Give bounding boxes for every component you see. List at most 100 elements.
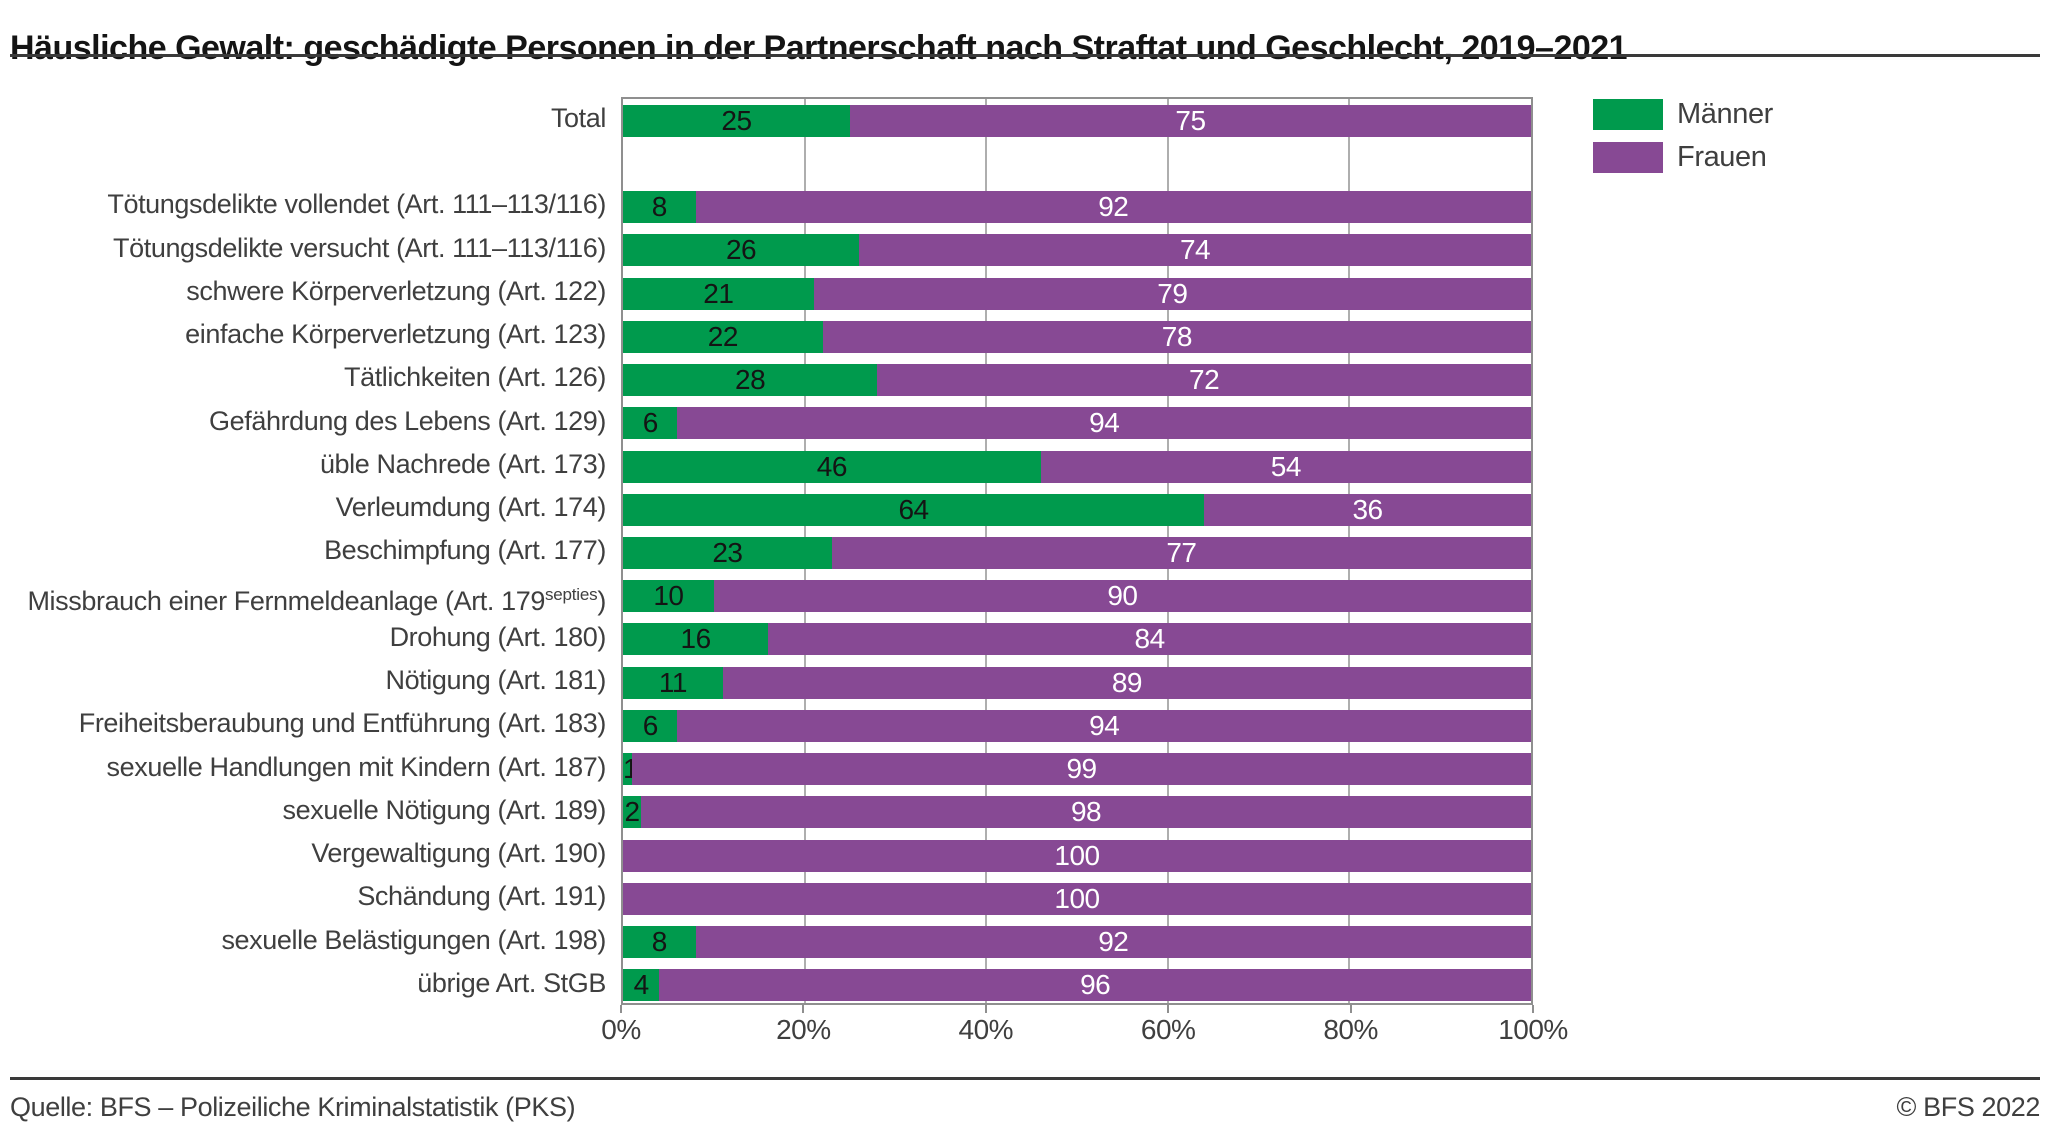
bar-segment-frauen [822,320,1531,353]
bar-segment-frauen [659,969,1531,1002]
value-label-frauen: 96 [1080,969,1111,1001]
category-label: sexuelle Nötigung (Art. 189) [282,794,607,825]
bar-row: 16 84 [623,623,1531,656]
x-tick-mark [1167,1005,1170,1013]
bar-segment-frauen [623,839,1531,872]
value-label-maenner: 11 [658,666,688,698]
bar-segment-frauen [713,580,1531,613]
bar-segment-maenner [623,709,678,742]
bar-row: 1 99 [623,753,1531,786]
value-label-maenner: 6 [642,709,659,741]
category-label: schwere Körperverletzung (Art. 122) [186,275,606,306]
bar-segment-maenner [623,191,696,224]
category-label: Drohung (Art. 180) [389,621,607,652]
value-label-frauen: 100 [1054,882,1100,914]
bar-row: 11 89 [623,666,1531,699]
bar-segment-frauen [768,623,1531,656]
bar-segment-frauen [623,882,1531,915]
bar-segment-maenner [623,623,769,656]
value-label-frauen: 79 [1157,277,1188,309]
bar-segment-frauen [677,709,1531,742]
bar-segment-maenner [623,407,678,440]
value-label-maenner: 46 [816,450,848,482]
value-label-frauen: 36 [1352,493,1383,525]
category-label: Tötungsdelikte versucht (Art. 111–113/11… [113,232,606,263]
bar-segment-frauen [695,926,1531,959]
value-label-frauen: 98 [1070,796,1102,828]
bar-row: 26 74 [623,234,1531,267]
bar-segment-frauen [1040,450,1531,483]
bar-row: 22 78 [623,320,1531,353]
bar-row: 6 94 [623,407,1531,440]
x-tick-mark [1532,1005,1534,1013]
value-label-frauen: 92 [1098,926,1129,958]
bar-segment-maenner [623,104,850,137]
x-tick-label: 80% [1323,1014,1378,1045]
x-tick-label: 40% [958,1014,1014,1045]
bar-segment-frauen [831,537,1531,569]
category-label: Vergewaltigung (Art. 190) [311,838,606,869]
bar-row: 23 77 [623,537,1531,569]
value-label-frauen: 92 [1098,191,1129,223]
bar-segment-maenner [623,969,660,1002]
x-tick-label: 0% [601,1014,641,1045]
x-tick-label: 100% [1498,1014,1568,1045]
category-label: sexuelle Belästigungen (Art. 198) [221,924,606,955]
category-label: Gefährdung des Lebens (Art. 129) [209,405,606,436]
maenner-legend-swatch [1593,99,1663,130]
value-label-maenner: 1 [623,753,639,785]
value-label-maenner: 16 [680,623,712,655]
x-tick-label: 20% [776,1014,831,1045]
value-label-maenner: 8 [651,191,668,223]
value-label-maenner: 23 [712,537,743,568]
bar-row: 10 90 [623,580,1531,613]
category-label: sexuelle Handlungen mit Kindern (Art. 18… [106,751,607,782]
bar-row: 21 79 [623,277,1531,310]
value-label-frauen: 74 [1179,234,1211,266]
category-label: Tätlichkeiten (Art. 126) [343,362,606,393]
value-label-maenner: 2 [624,796,641,828]
plot-area: 25 75 8 92 26 74 21 79 22 78 28 72 6 94 46 54 64 36 23 77 10… [621,97,1533,1005]
category-label: Missbrauch einer Fernmeldeanlage (Art. 1… [27,584,606,616]
value-label-frauen: 99 [1066,753,1097,785]
bar-segment-maenner [623,580,714,613]
category-label: Schändung (Art. 191) [357,881,606,912]
bar-segment-maenner [623,493,1205,526]
value-label-frauen: 100 [1054,839,1100,871]
bar-row: 64 36 [623,493,1531,526]
bar-segment-frauen [877,364,1531,397]
copyright-note: © BFS 2022 [1896,1092,2041,1122]
frauen-legend-label: Frauen [1677,141,1767,173]
value-label-maenner: 25 [721,104,752,136]
category-label: Beschimpfung (Art. 177) [324,535,606,566]
bar-segment-maenner [623,234,860,267]
bar-row: 25 75 [623,104,1531,137]
bar-row: 2 98 [623,796,1531,829]
value-label-frauen: 84 [1134,623,1166,655]
category-label: Verleumdung (Art. 174) [335,492,607,523]
source-note: Quelle: BFS – Polizeiliche Kriminalstati… [10,1092,576,1122]
bar-segment-maenner [623,796,642,829]
frauen-legend-swatch [1593,142,1663,173]
bar-row: 28 72 [623,364,1531,397]
value-label-frauen: 72 [1189,364,1220,396]
value-label-maenner: 22 [707,320,739,352]
bar-segment-maenner [623,926,696,959]
value-label-maenner: 21 [703,277,734,309]
bar-row: 100 [623,839,1531,872]
bar-segment-maenner [623,666,723,699]
footer-divider [10,1077,2040,1080]
value-label-maenner: 10 [653,580,684,612]
value-label-maenner: 8 [651,926,668,958]
bar-segment-maenner [623,537,832,569]
value-label-maenner: 28 [735,364,766,396]
bar-segment-maenner [623,364,878,397]
bar-segment-frauen [850,104,1531,137]
category-label: Total [550,103,606,133]
bar-segment-frauen [677,407,1531,440]
value-label-frauen: 54 [1270,450,1302,482]
chart-title: Häusliche Gewalt: geschädigte Personen i… [10,28,1628,67]
value-label-maenner: 6 [642,407,659,439]
value-label-maenner: 64 [898,493,929,525]
bar-row: 8 92 [623,191,1531,224]
